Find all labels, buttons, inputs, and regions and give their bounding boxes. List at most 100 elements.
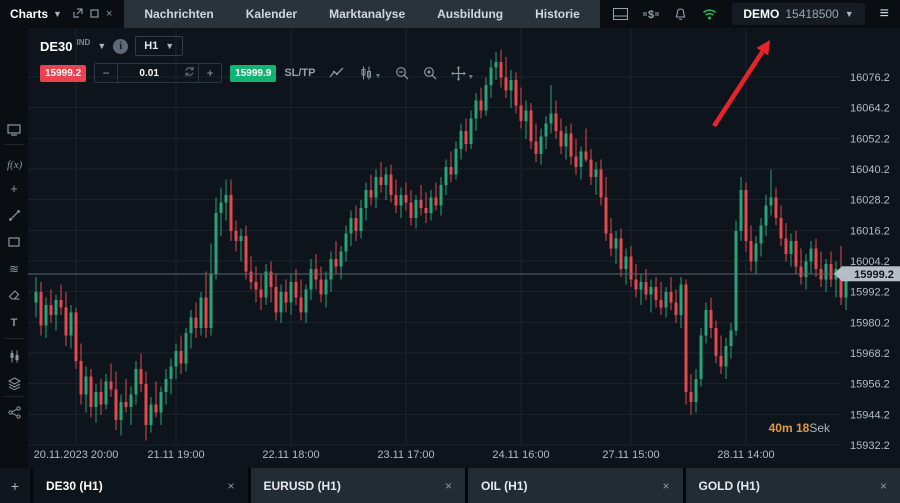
layers-icon[interactable] [7, 377, 21, 391]
svg-text:15999.2: 15999.2 [854, 269, 894, 281]
tab-label: GOLD (H1) [698, 478, 760, 493]
svg-text:22.11 18:00: 22.11 18:00 [262, 449, 319, 461]
close-icon[interactable]: × [105, 8, 113, 20]
svg-text:15956.2: 15956.2 [850, 379, 890, 391]
popout-icon[interactable] [73, 5, 83, 23]
svg-text:16040.2: 16040.2 [850, 164, 890, 176]
svg-text:16064.2: 16064.2 [850, 103, 890, 115]
window-controls: × [71, 0, 124, 28]
close-tab-icon[interactable]: × [227, 478, 235, 493]
maximize-icon[interactable] [90, 5, 99, 23]
sidebar-divider [4, 396, 24, 397]
nav-tab-kalender[interactable]: Kalender [245, 7, 298, 21]
main-nav: Nachrichten Kalender Marktanalyse Ausbil… [124, 0, 600, 28]
sell-price-button[interactable]: 15999.2 [40, 64, 87, 82]
svg-text:16076.2: 16076.2 [850, 72, 890, 84]
chevron-down-icon: ▼ [165, 41, 175, 51]
svg-text:24.11 16:00: 24.11 16:00 [492, 449, 549, 461]
svg-text:16028.2: 16028.2 [850, 195, 890, 207]
chart-panel: 15999.2 16076.2 16064.2 16052.2 16040.2 16028… [28, 28, 900, 468]
sidebar-divider [4, 144, 24, 145]
buy-price-button[interactable]: 15999.9 [230, 64, 277, 82]
tab-label: OIL (H1) [481, 478, 528, 493]
tab-gold-h1[interactable]: GOLD (H1) × [685, 468, 900, 503]
svg-text:15980.2: 15980.2 [850, 317, 890, 329]
chart-view-icon[interactable] [7, 124, 21, 138]
symbol-name[interactable]: DE30 [40, 38, 73, 54]
account-mode-badge: DEMO [743, 7, 780, 21]
candlestick-chart[interactable]: 15999.2 16076.2 16064.2 16052.2 16040.2 16028… [28, 28, 900, 468]
account-number: 15418500 [785, 7, 839, 21]
eraser-tool-icon[interactable] [7, 289, 21, 303]
fibonacci-waves-icon[interactable]: ≋ [8, 262, 20, 276]
svg-text:20.11.2023 20:00: 20.11.2023 20:00 [34, 449, 119, 461]
stepper-divider [117, 64, 119, 82]
indicators-fx-icon[interactable]: f(x) [7, 159, 23, 171]
volume-reset-icon[interactable] [180, 66, 198, 80]
notifications-bell-icon[interactable] [674, 7, 687, 21]
svg-text:16016.2: 16016.2 [850, 225, 890, 237]
nav-tab-ausbildung[interactable]: Ausbildung [437, 7, 504, 21]
line-chart-type-icon[interactable] [329, 67, 345, 79]
topbar-right: $ DEMO 15418500 ▼ ≡ [613, 0, 900, 28]
tab-label: EURUSD (H1) [263, 478, 341, 493]
trendline-tool-icon[interactable] [7, 209, 21, 223]
chevron-down-icon[interactable]: ▼ [97, 41, 107, 51]
quotes-icon[interactable]: $ [643, 8, 659, 20]
candle-chart-type-icon[interactable]: ▼ [359, 66, 381, 80]
zoom-in-icon[interactable] [423, 66, 437, 80]
svg-text:15968.2: 15968.2 [850, 348, 890, 360]
instrument-tab-bar: + DE30 (H1) × EURUSD (H1) × OIL (H1) × G… [0, 468, 900, 503]
tab-de30-h1[interactable]: DE30 (H1) × [33, 468, 248, 503]
nav-tab-historie[interactable]: Historie [535, 7, 580, 21]
hamburger-menu-icon[interactable]: ≡ [879, 5, 890, 22]
timeframe-label: H1 [144, 40, 159, 52]
top-bar: Charts ▼ × Nachrichten Kalender Marktana… [0, 0, 900, 28]
share-icon[interactable] [7, 406, 21, 420]
svg-text:16052.2: 16052.2 [850, 133, 890, 145]
tab-oil-h1[interactable]: OIL (H1) × [468, 468, 683, 503]
crosshair-plus-icon[interactable]: + [10, 181, 18, 196]
svg-text:15992.2: 15992.2 [850, 287, 890, 299]
nav-tab-nachrichten[interactable]: Nachrichten [144, 7, 214, 21]
svg-text:15944.2: 15944.2 [850, 409, 890, 421]
volume-stepper: − 0.01 + [94, 63, 223, 83]
svg-text:23.11 17:00: 23.11 17:00 [377, 449, 434, 461]
timeframe-selector[interactable]: H1 ▼ [135, 36, 184, 56]
zoom-out-icon[interactable] [395, 66, 409, 80]
text-tool-icon[interactable]: T [10, 317, 18, 329]
charts-menu[interactable]: Charts ▼ [0, 0, 71, 28]
svg-text:$: $ [648, 9, 654, 20]
close-tab-icon[interactable]: × [879, 478, 887, 493]
volume-decrease-button[interactable]: − [102, 66, 110, 80]
close-tab-icon[interactable]: × [444, 478, 452, 493]
workspace-layout-icon[interactable] [613, 8, 629, 20]
svg-text:28.11 14:00: 28.11 14:00 [717, 449, 774, 461]
add-chart-tab-button[interactable]: + [0, 468, 30, 503]
volume-increase-button[interactable]: + [206, 66, 214, 80]
drawing-tools-sidebar: f(x) + ≋ T [0, 28, 29, 468]
svg-text:21.11 19:00: 21.11 19:00 [147, 449, 204, 461]
charts-menu-label: Charts [10, 7, 49, 21]
close-tab-icon[interactable]: × [662, 478, 670, 493]
chart-type-candles-icon[interactable] [7, 350, 21, 364]
account-selector[interactable]: DEMO 15418500 ▼ [732, 3, 865, 25]
chevron-down-icon: ▼ [844, 9, 854, 19]
connection-wifi-icon [702, 8, 717, 20]
sidebar-divider [4, 338, 24, 339]
pan-crosshair-icon[interactable]: ▼ [451, 65, 474, 81]
tab-eurusd-h1[interactable]: EURUSD (H1) × [250, 468, 465, 503]
instrument-info-icon[interactable]: i [113, 38, 129, 54]
sltp-button[interactable]: SL/TP [284, 67, 316, 79]
chevron-down-icon: ▼ [53, 9, 62, 19]
nav-tab-marktanalyse[interactable]: Marktanalyse [329, 7, 406, 21]
svg-text:16004.2: 16004.2 [850, 256, 890, 268]
symbol-type-label: IND [76, 38, 91, 47]
tab-label: DE30 (H1) [46, 478, 103, 493]
annotation-arrow [712, 50, 765, 128]
volume-value[interactable]: 0.01 [139, 67, 159, 79]
rectangle-tool-icon[interactable] [7, 236, 21, 250]
svg-text:27.11 15:00: 27.11 15:00 [602, 449, 659, 461]
svg-text:15932.2: 15932.2 [850, 440, 890, 452]
stepper-divider [198, 64, 200, 82]
